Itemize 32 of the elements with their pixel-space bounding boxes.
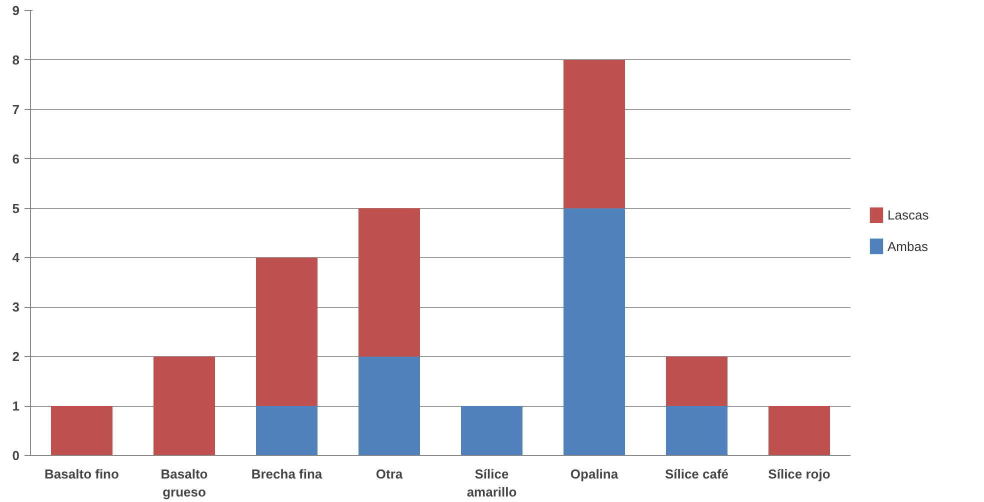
bar <box>666 406 728 456</box>
x-tick-label: Sílice rojo <box>768 466 830 482</box>
bar <box>564 208 625 456</box>
y-tick-label: 3 <box>12 300 20 315</box>
y-tick-label: 4 <box>12 250 20 266</box>
y-tick-label: 5 <box>12 200 20 216</box>
x-tick-label: Brecha fina <box>251 466 323 482</box>
x-tick-label: Basalto fino <box>44 466 120 482</box>
x-tick-label: Sílice amarillo <box>466 466 517 500</box>
x-tick-label: Sílice café <box>664 466 729 482</box>
y-tick-label: 9 <box>12 3 20 18</box>
bar <box>358 356 420 456</box>
bar <box>51 406 112 456</box>
bar <box>256 406 318 456</box>
y-tick-label: 1 <box>12 398 20 414</box>
x-tick-label: Otra <box>376 466 404 482</box>
x-tick-label: Basalto grueso <box>160 466 208 500</box>
bar <box>461 406 522 456</box>
bar <box>768 406 830 456</box>
legend-label: Lascas <box>888 208 930 223</box>
x-tick-label: Opalina <box>570 466 619 482</box>
bar <box>256 258 318 406</box>
y-tick-label: 8 <box>12 52 20 68</box>
y-tick-label: 6 <box>12 151 20 166</box>
y-tick-label: 0 <box>12 448 20 463</box>
bar <box>666 356 728 406</box>
bar <box>564 60 625 208</box>
bar <box>154 356 215 456</box>
y-tick-label: 7 <box>12 102 20 117</box>
y-tick-label: 2 <box>12 349 20 364</box>
bar <box>358 208 420 357</box>
legend-label: Ambas <box>888 238 928 254</box>
